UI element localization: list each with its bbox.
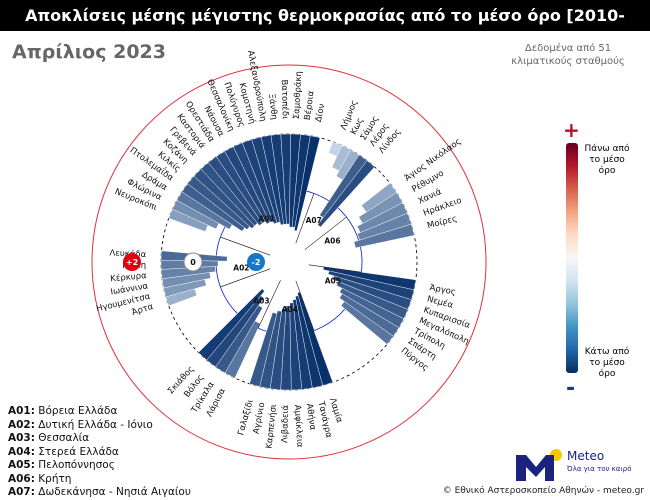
station-label: Καρπενήσι bbox=[264, 404, 279, 450]
legend-item: A01: Βόρεια Ελλάδα bbox=[8, 405, 191, 419]
group-code-label: A03 bbox=[253, 296, 269, 305]
group-separator bbox=[295, 193, 315, 244]
legend-region-name: Θεσσαλία bbox=[34, 432, 90, 444]
legend-code: A07: bbox=[8, 486, 35, 498]
bar-Αγρίνιο bbox=[259, 310, 282, 389]
ring-value-marker bbox=[183, 252, 203, 272]
meteo-logo-icon bbox=[516, 449, 562, 481]
bar-Κυπαρισσία bbox=[332, 275, 412, 310]
colorbar bbox=[566, 143, 578, 373]
group-separator bbox=[295, 280, 315, 331]
bar-Αθήνα bbox=[292, 299, 313, 390]
colorbar-top-label: Πάνω από το μέσο όρο bbox=[584, 144, 630, 176]
logo-name: Meteo bbox=[567, 449, 605, 463]
legend-item: A06: Κρήτη bbox=[8, 473, 191, 487]
group-separator bbox=[220, 236, 271, 256]
group-separator bbox=[304, 216, 347, 250]
bar-Μοίρες bbox=[353, 223, 415, 249]
legend-item: A03: Θεσσαλία bbox=[8, 432, 191, 446]
group-separator bbox=[308, 264, 362, 273]
region-legend: A01: Βόρεια Ελλάδα A02: Δυτική Ελλάδα - Ι… bbox=[8, 405, 191, 500]
colorbar-plus-sign: + bbox=[563, 118, 580, 142]
station-label: Δίον bbox=[314, 103, 328, 124]
station-label: Λιβαδειά bbox=[280, 404, 291, 443]
outer-ring-plus2 bbox=[91, 64, 487, 460]
bar-Σπάρτη bbox=[339, 293, 400, 337]
bar-Λίνδος bbox=[317, 160, 375, 228]
legend-code: A06: bbox=[8, 472, 35, 485]
bar-Μεγαλόπολη bbox=[336, 281, 409, 319]
station-label: Βατοπέδι bbox=[279, 79, 291, 119]
legend-region-name: Κρήτη bbox=[34, 472, 72, 485]
colorbar-bottom-label: Κάτω από το μέσο όρο bbox=[584, 347, 630, 379]
legend-region-name: Βόρεια Ελλάδα bbox=[34, 405, 118, 417]
bar-Νεμέα bbox=[327, 270, 415, 300]
colorbar-minus-sign: - bbox=[566, 376, 576, 401]
chart-subtitle: Απρίλιος 2023 bbox=[12, 41, 166, 63]
legend-item: A07: Δωδεκάνησα - Νησιά Αιγαίου bbox=[8, 486, 191, 500]
bar-Δίον bbox=[294, 135, 321, 232]
station-label: Αμφίκλεια bbox=[292, 404, 305, 448]
station-label: Κέρκυρα bbox=[110, 270, 148, 284]
legend-code: A04: bbox=[8, 445, 35, 458]
ring-value-label: -2 bbox=[252, 258, 261, 267]
group-code-label: A01 bbox=[258, 215, 274, 224]
bar-Τρίπολη bbox=[339, 287, 405, 328]
bar-Αμφίκλεια bbox=[289, 302, 303, 391]
legend-code: A02: bbox=[8, 418, 35, 431]
ring-value-label: +2 bbox=[126, 258, 138, 267]
station-label: Ξάνθη bbox=[266, 93, 279, 120]
legend-region-name: Στερεά Ελλάδα bbox=[34, 445, 119, 458]
bar-Γαλαξίδι bbox=[249, 312, 278, 387]
ring-value-marker bbox=[123, 253, 141, 271]
group-code-label: A06 bbox=[324, 237, 340, 246]
bar-Σκιάθος bbox=[198, 288, 265, 361]
station-label: Άργος bbox=[429, 283, 457, 298]
legend-region-name: Δυτική Ελλάδα - Ιόνιο bbox=[34, 418, 153, 431]
bar-Πύργος bbox=[340, 301, 394, 345]
group-code-label: A04 bbox=[282, 305, 298, 314]
legend-region-name: Πελοπόννησος bbox=[34, 459, 115, 471]
legend-code: A05: bbox=[8, 459, 35, 471]
group-code-label: A02 bbox=[233, 263, 249, 272]
page-title: Αποκλίσεις μέσης μέγιστης θερμοκρασίας α… bbox=[0, 0, 650, 56]
ring-value-label: 0 bbox=[190, 258, 196, 267]
group-separator bbox=[257, 279, 281, 329]
station-label: Βέροια bbox=[302, 90, 317, 121]
group-code-label: A05 bbox=[325, 277, 341, 286]
legend-item: A05: Πελοπόννησος bbox=[8, 459, 191, 473]
group-code-label: A07 bbox=[306, 216, 322, 225]
bar-Λιβαδειά bbox=[280, 305, 292, 391]
copyright: © Εθνικό Αστεροσκοπείο Αθηνών - meteo.gr bbox=[442, 486, 644, 496]
legend-code: A01: bbox=[8, 405, 35, 417]
bar-Τανάγρα bbox=[295, 295, 323, 389]
station-label: Σαμοθράκη bbox=[292, 71, 304, 120]
legend-item: A02: Δυτική Ελλάδα - Ιόνιο bbox=[8, 419, 191, 433]
legend-item: A04: Στερεά Ελλάδα bbox=[8, 446, 191, 460]
ring-value-marker bbox=[247, 253, 265, 271]
station-label: Αθήνα bbox=[304, 403, 318, 431]
source-note: Δεδομένα από 51 κλιματικούς σταθμούς bbox=[511, 43, 625, 67]
legend-code: A03: bbox=[8, 432, 35, 444]
logo-tagline: Όλα για τον καιρό bbox=[567, 465, 632, 473]
bar-Καρπενήσι bbox=[269, 308, 287, 390]
legend-region-name: Δωδεκάνησα - Νησιά Αιγαίου bbox=[34, 486, 191, 498]
group-separator bbox=[220, 268, 271, 288]
